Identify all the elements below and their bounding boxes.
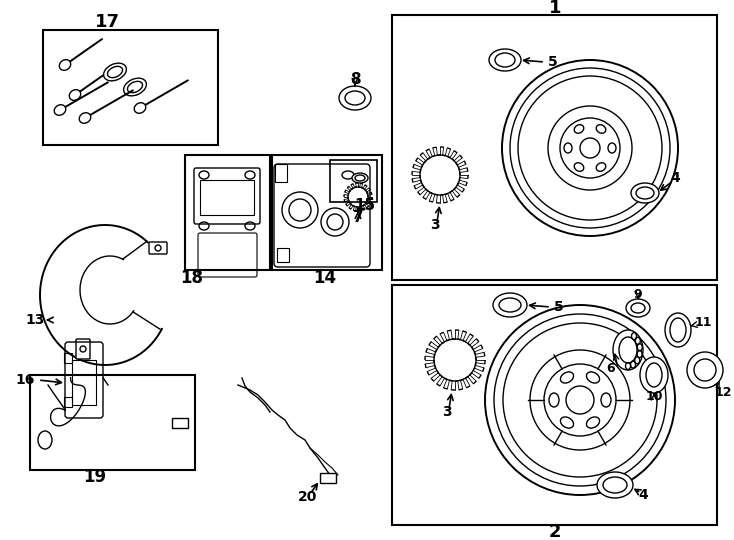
Text: 8: 8 [349, 72, 360, 87]
Ellipse shape [640, 357, 668, 393]
Bar [43, 30, 218, 145]
Ellipse shape [103, 63, 126, 81]
Text: 18: 18 [181, 269, 203, 287]
Text: 3: 3 [442, 405, 452, 419]
Text: 4: 4 [670, 171, 680, 185]
Text: 12: 12 [715, 386, 733, 399]
Bar [200, 180, 254, 215]
Bar [30, 375, 195, 470]
Circle shape [687, 352, 723, 388]
Text: 13: 13 [25, 313, 45, 327]
Text: 5: 5 [548, 55, 558, 69]
Bar [185, 155, 270, 270]
Bar [392, 285, 717, 525]
FancyBboxPatch shape [76, 339, 90, 359]
Bar [64, 353, 72, 363]
Ellipse shape [339, 86, 371, 110]
Ellipse shape [597, 472, 633, 498]
Bar [320, 473, 336, 483]
Text: 5: 5 [554, 300, 564, 314]
Text: 17: 17 [95, 13, 120, 31]
Text: 15: 15 [355, 198, 376, 213]
Text: 6: 6 [606, 361, 615, 375]
Ellipse shape [38, 431, 52, 449]
Ellipse shape [79, 113, 91, 123]
Ellipse shape [352, 173, 368, 183]
Ellipse shape [493, 293, 527, 317]
Ellipse shape [134, 103, 146, 113]
Text: 7: 7 [353, 211, 363, 226]
Ellipse shape [489, 49, 521, 71]
Text: 1: 1 [549, 0, 562, 17]
Text: 19: 19 [84, 468, 106, 486]
Text: 14: 14 [313, 269, 337, 287]
FancyBboxPatch shape [149, 242, 167, 254]
Text: 9: 9 [633, 288, 642, 301]
Ellipse shape [665, 313, 691, 347]
Ellipse shape [54, 105, 66, 115]
Bar [72, 360, 96, 405]
Ellipse shape [626, 299, 650, 317]
Bar [275, 164, 287, 182]
Text: 10: 10 [645, 390, 663, 403]
Bar [330, 160, 377, 202]
Bar [392, 15, 717, 280]
Text: 11: 11 [695, 315, 713, 328]
Ellipse shape [69, 90, 81, 100]
Bar [277, 248, 289, 262]
Bar [172, 418, 188, 428]
Ellipse shape [613, 330, 643, 370]
Ellipse shape [631, 183, 659, 203]
Bar [272, 155, 382, 270]
Text: 4: 4 [638, 488, 648, 502]
Ellipse shape [59, 59, 70, 70]
Text: 20: 20 [298, 490, 318, 504]
Text: 2: 2 [549, 523, 562, 540]
Ellipse shape [123, 78, 146, 96]
Bar [64, 397, 72, 407]
Text: 16: 16 [15, 373, 35, 387]
Text: 3: 3 [430, 218, 440, 232]
